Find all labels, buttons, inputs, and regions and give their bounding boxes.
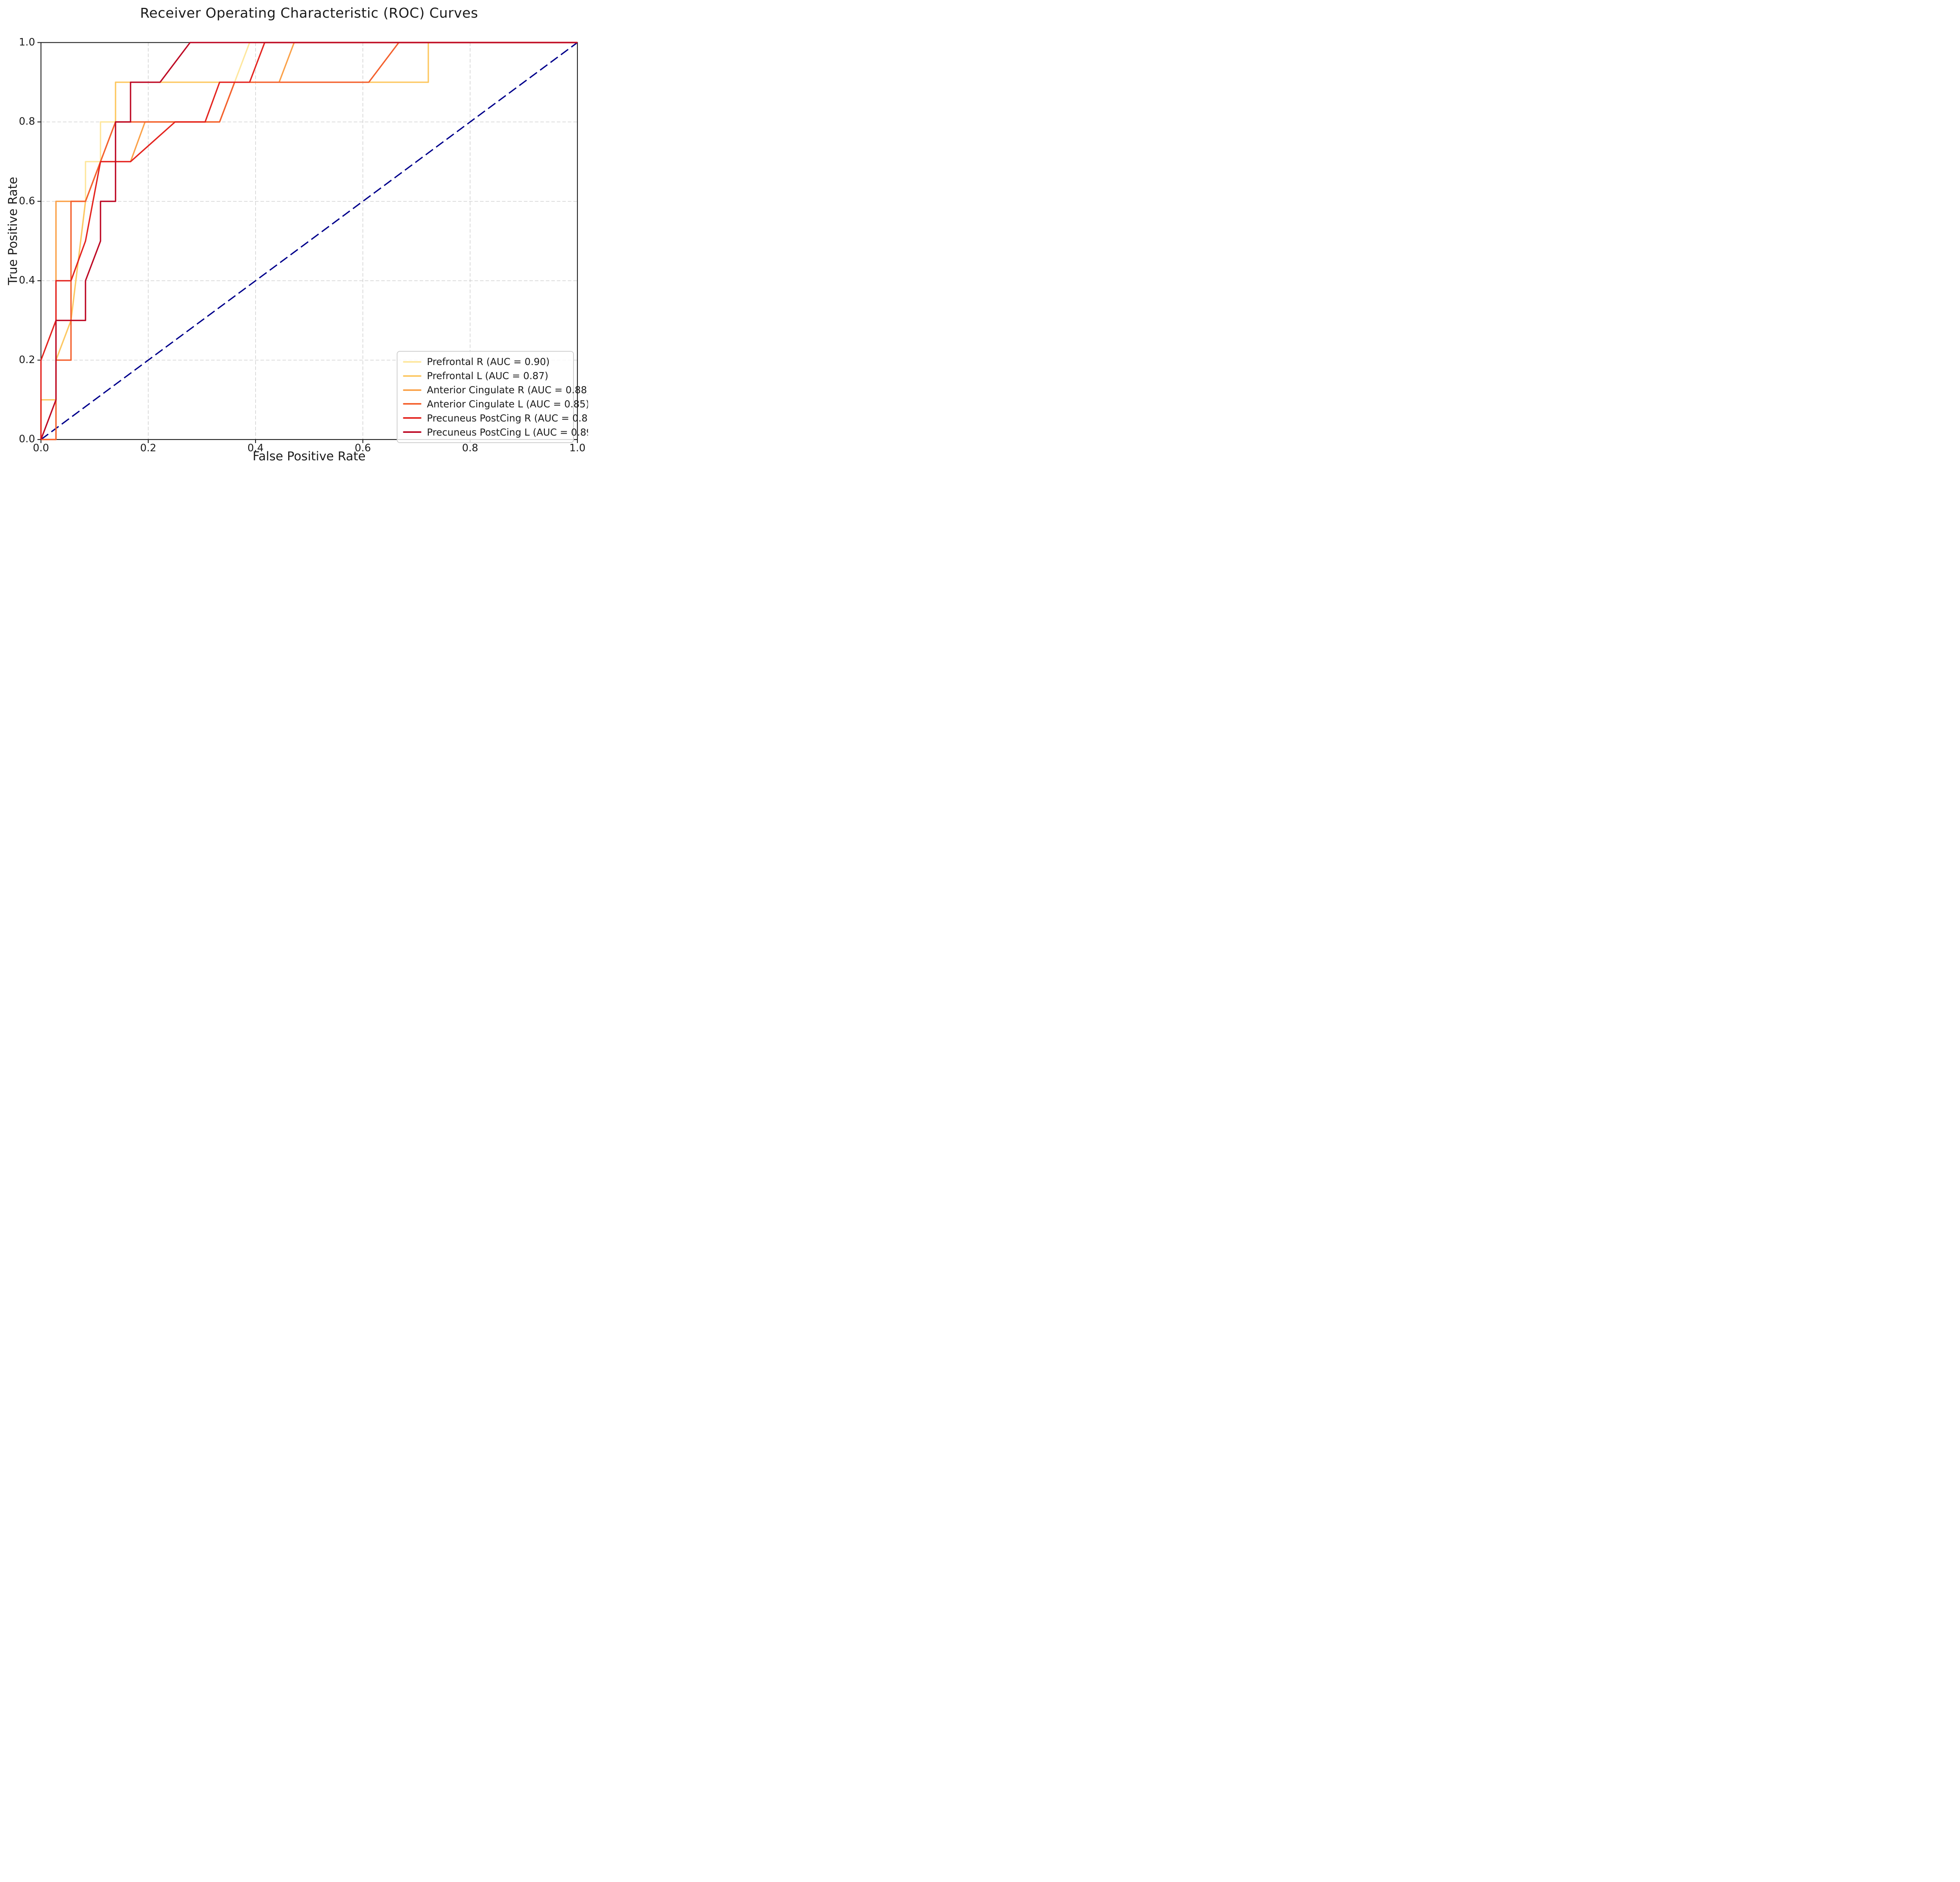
x-tick-label-1.0: 1.0 <box>569 442 586 454</box>
legend-entry-label: Anterior Cingulate L (AUC = 0.85) <box>427 398 588 410</box>
legend-line-swatch <box>403 431 421 433</box>
legend-entry-label: Prefrontal R (AUC = 0.90) <box>427 356 550 368</box>
x-tick-label-0.8: 0.8 <box>462 442 478 454</box>
axis-tick-marks <box>37 42 578 443</box>
roc-curve-5 <box>40 42 577 440</box>
x-tick-label-0.4: 0.4 <box>247 442 264 454</box>
legend-box: Prefrontal R (AUC = 0.90) Prefrontal L (… <box>397 351 588 443</box>
legend-entry-label: Precuneus PostCing L (AUC = 0.89) <box>427 426 588 438</box>
chart-title: Receiver Operating Characteristic (ROC) … <box>140 5 478 21</box>
legend-line-swatch <box>403 361 421 363</box>
legend-entry-prefrontal-l: Prefrontal L (AUC = 0.87) <box>403 370 571 381</box>
x-axis-label: False Positive Rate <box>252 449 366 463</box>
y-tick-label-0.6: 0.6 <box>19 195 35 207</box>
legend-entry-precuneus-postcing-l: Precuneus PostCing L (AUC = 0.89) <box>403 427 588 438</box>
x-tick-label-0.2: 0.2 <box>140 442 156 454</box>
legend-line-swatch <box>403 403 421 405</box>
x-tick-label-0.6: 0.6 <box>354 442 371 454</box>
y-tick-label-1.0: 1.0 <box>19 36 35 48</box>
legend-entry-anterior-cingulate-l: Anterior Cingulate L (AUC = 0.85) <box>403 398 588 410</box>
roc-curves <box>40 42 577 440</box>
roc-figure: Receiver Operating Characteristic (ROC) … <box>0 0 588 470</box>
y-tick-label-0.4: 0.4 <box>19 274 35 286</box>
legend-line-swatch <box>403 417 421 419</box>
x-tick-label-0.0: 0.0 <box>33 442 49 454</box>
plot-canvas <box>37 42 578 443</box>
legend-line-swatch <box>403 389 421 391</box>
legend-entry-prefrontal-r: Prefrontal R (AUC = 0.90) <box>403 356 571 367</box>
y-tick-label-0.2: 0.2 <box>19 354 35 366</box>
y-tick-label-0.0: 0.0 <box>19 433 35 445</box>
legend-entry-label: Precuneus PostCing R (AUC = 0.88) <box>427 412 588 424</box>
legend-entry-label: Prefrontal L (AUC = 0.87) <box>427 370 548 382</box>
roc-curve-2 <box>41 42 577 440</box>
legend-entry-anterior-cingulate-r: Anterior Cingulate R (AUC = 0.88) <box>403 384 588 396</box>
legend-entry-precuneus-postcing-r: Precuneus PostCing R (AUC = 0.88) <box>403 412 588 424</box>
legend-entry-label: Anterior Cingulate R (AUC = 0.88) <box>427 384 588 396</box>
chance-diagonal-line <box>40 42 578 440</box>
legend-line-swatch <box>403 375 421 377</box>
y-axis-label: True Positive Rate <box>6 176 20 285</box>
y-tick-label-0.8: 0.8 <box>19 116 35 127</box>
